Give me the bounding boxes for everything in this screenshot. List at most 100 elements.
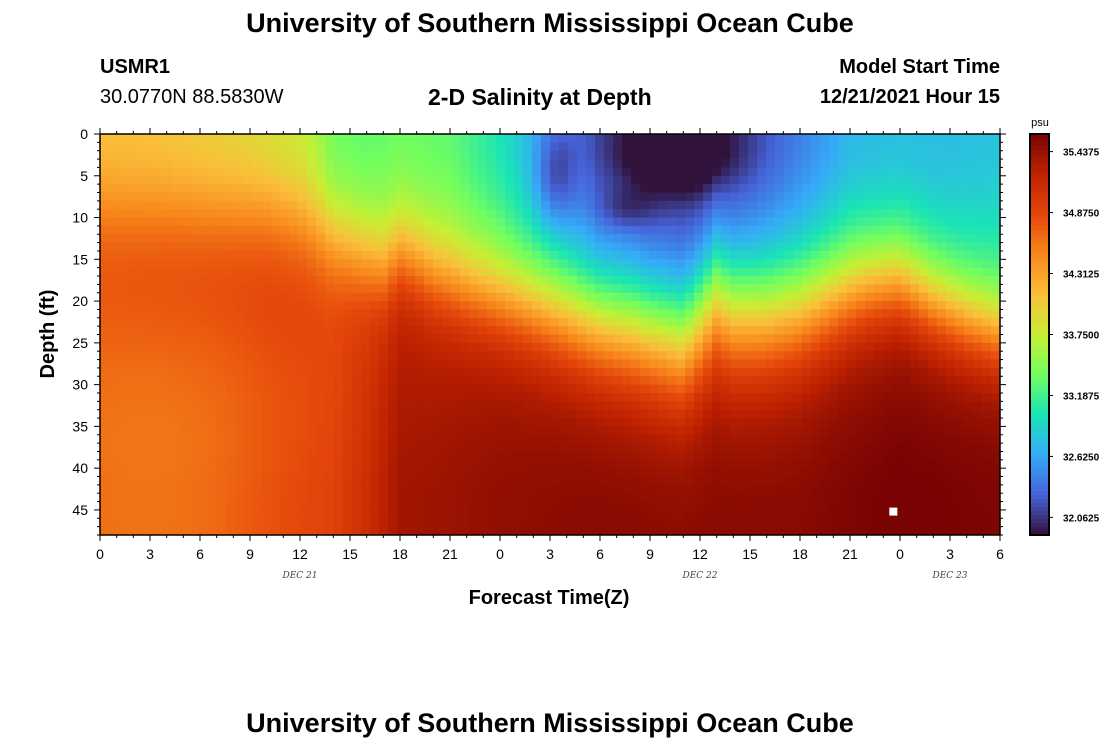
heatmap-cell: [757, 426, 767, 436]
heatmap-cell: [883, 418, 893, 427]
heatmap-cell: [172, 443, 182, 453]
heatmap-cell: [388, 326, 398, 336]
heatmap-cell: [334, 225, 344, 235]
heatmap-cell: [631, 468, 641, 478]
heatmap-cell: [343, 342, 353, 352]
heatmap-cell: [334, 468, 344, 478]
heatmap-cell: [289, 225, 299, 235]
heatmap-cell: [136, 159, 146, 169]
heatmap-cell: [757, 292, 767, 302]
heatmap-cell: [775, 334, 785, 344]
heatmap-cell: [829, 409, 839, 419]
heatmap-cell: [397, 192, 407, 202]
heatmap-cell: [532, 518, 542, 528]
heatmap-cell: [397, 359, 407, 369]
heatmap-cell: [973, 217, 983, 227]
heatmap-cell: [532, 526, 542, 535]
heatmap-cell: [595, 242, 605, 252]
heatmap-cell: [172, 142, 182, 152]
heatmap-cell: [280, 351, 290, 361]
heatmap-cell: [838, 384, 848, 394]
heatmap-cell: [424, 284, 434, 294]
heatmap-cell: [937, 142, 947, 152]
heatmap-cell: [802, 334, 812, 344]
heatmap-cell: [721, 334, 731, 344]
heatmap-cell: [658, 409, 668, 419]
heatmap-cell: [307, 317, 317, 327]
heatmap-cell: [397, 284, 407, 294]
heatmap-cell: [460, 142, 470, 152]
heatmap-cell: [181, 392, 191, 402]
heatmap-cell: [892, 493, 902, 503]
heatmap-cell: [352, 250, 362, 260]
heatmap-cell: [676, 476, 686, 486]
heatmap-cell: [847, 159, 857, 169]
heatmap-cell: [793, 518, 803, 528]
heatmap-cell: [622, 476, 632, 486]
heatmap-cell: [109, 476, 119, 486]
heatmap-cell: [379, 242, 389, 252]
heatmap-cell: [766, 484, 776, 494]
heatmap-cell: [649, 217, 659, 227]
heatmap-cell: [847, 484, 857, 494]
heatmap-cell: [496, 392, 506, 402]
heatmap-cell: [586, 159, 596, 169]
heatmap-cell: [235, 150, 245, 160]
heatmap-cell: [982, 384, 992, 394]
heatmap-cell: [586, 334, 596, 344]
heatmap-cell: [550, 250, 560, 260]
heatmap-cell: [379, 200, 389, 210]
heatmap-cell: [649, 342, 659, 352]
heatmap-cell: [910, 309, 920, 319]
heatmap-cell: [532, 276, 542, 285]
heatmap-cell: [829, 134, 839, 143]
heatmap-cell: [262, 225, 272, 235]
heatmap-cell: [271, 200, 281, 210]
heatmap-cell: [100, 476, 110, 486]
heatmap-cell: [406, 292, 416, 302]
heatmap-cell: [712, 509, 722, 519]
heatmap-cell: [631, 159, 641, 169]
heatmap-cell: [802, 351, 812, 361]
heatmap-cell: [460, 384, 470, 394]
heatmap-cell: [712, 484, 722, 494]
heatmap-cell: [199, 184, 209, 194]
heatmap-cell: [325, 526, 335, 535]
heatmap-cell: [568, 301, 578, 311]
heatmap-cell: [289, 434, 299, 444]
heatmap-cell: [460, 159, 470, 169]
heatmap-cell: [478, 175, 488, 185]
heatmap-cell: [784, 175, 794, 185]
heatmap-cell: [865, 209, 875, 219]
heatmap-cell: [577, 259, 587, 269]
heatmap-cell: [163, 501, 173, 511]
heatmap-cell: [622, 159, 632, 169]
heatmap-cell: [289, 384, 299, 394]
heatmap-cell: [973, 301, 983, 311]
heatmap-cell: [532, 376, 542, 386]
heatmap-cell: [757, 409, 767, 419]
heatmap-cell: [334, 217, 344, 227]
heatmap-cell: [820, 351, 830, 361]
heatmap-cell: [352, 401, 362, 411]
heatmap-cell: [739, 276, 749, 285]
heatmap-cell: [460, 451, 470, 461]
heatmap-cell: [694, 292, 704, 302]
heatmap-cell: [667, 518, 677, 528]
heatmap-cell: [397, 150, 407, 160]
heatmap-cell: [748, 284, 758, 294]
heatmap-cell: [802, 217, 812, 227]
heatmap-cell: [298, 526, 308, 535]
heatmap-cell: [586, 309, 596, 319]
heatmap-cell: [550, 301, 560, 311]
heatmap-cell: [217, 476, 227, 486]
heatmap-cell: [973, 242, 983, 252]
heatmap-cell: [748, 409, 758, 419]
heatmap-cell: [766, 267, 776, 277]
heatmap-cell: [514, 392, 524, 402]
heatmap-cell: [532, 392, 542, 402]
heatmap-cell: [136, 276, 146, 285]
heatmap-cell: [289, 192, 299, 202]
heatmap-cell: [496, 284, 506, 294]
heatmap-cell: [352, 476, 362, 486]
